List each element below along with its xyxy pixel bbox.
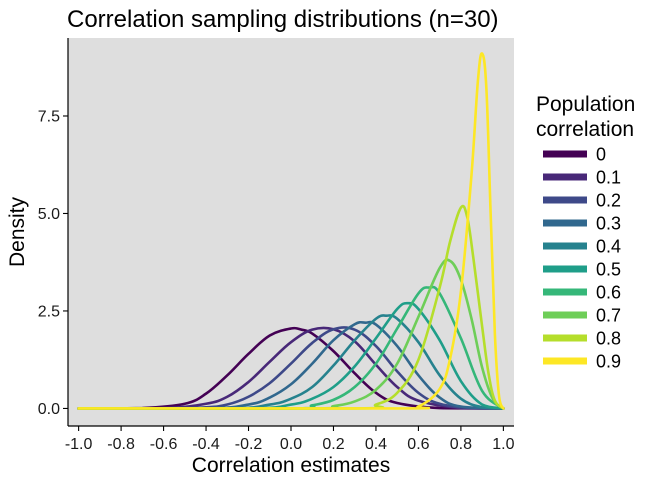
series-line-0-3: [77, 320, 505, 410]
x-tick-label: 0.2: [322, 436, 344, 453]
legend: Population correlation 00.10.20.30.40.50…: [536, 93, 635, 372]
x-tick-label: 0.8: [450, 436, 472, 453]
series-layer: [77, 52, 505, 410]
y-tick-label: 5.0: [38, 206, 60, 223]
legend-label-0-4: 0.4: [596, 237, 621, 257]
y-axis-title: Density: [6, 196, 29, 267]
series-line-0-4: [77, 314, 505, 410]
x-tick-label: 0.0: [280, 436, 302, 453]
series-line-0-9: [77, 52, 505, 410]
x-tick-label: 0.4: [365, 436, 387, 453]
legend-label-0-2: 0.2: [596, 191, 621, 211]
series-line-0-5: [77, 301, 505, 410]
plot-panel: [68, 38, 514, 426]
y-tick-label: 7.5: [38, 108, 60, 125]
legend-label-0-7: 0.7: [596, 306, 621, 326]
legend-label-0-3: 0.3: [596, 214, 621, 234]
legend-items: 0 0.1 0.2 0.3 0.4 0.5 0.6 0.7 0.8 0.9: [543, 145, 621, 372]
legend-label-0-8: 0.8: [596, 329, 621, 349]
y-tick-label: 2.5: [38, 303, 60, 320]
x-tick-label: -0.6: [150, 436, 178, 453]
legend-label-0-5: 0.5: [596, 260, 621, 280]
y-axis-ticks: 0.0 2.5 5.0 7.5: [38, 108, 68, 418]
chart-title: Correlation sampling distributions (n=30…: [67, 6, 499, 33]
x-tick-label: -0.2: [235, 436, 263, 453]
legend-label-0-1: 0.1: [596, 168, 621, 188]
legend-label-0: 0: [596, 145, 606, 165]
legend-title-line-2: correlation: [536, 118, 634, 141]
x-tick-label: 1.0: [492, 436, 514, 453]
x-axis-title: Correlation estimates: [192, 454, 390, 477]
legend-title-line-1: Population: [536, 93, 635, 116]
x-tick-label: 0.6: [407, 436, 429, 453]
legend-label-0-6: 0.6: [596, 283, 621, 303]
series-line-0-2: [77, 326, 505, 410]
x-tick-label: -0.8: [107, 436, 135, 453]
series-line-0-1: [77, 326, 505, 410]
x-tick-label: -1.0: [65, 436, 93, 453]
x-axis-ticks: -1.0 -0.8 -0.6 -0.4 -0.2 0.0 0.2 0.4 0.6 0.8 1.0: [65, 426, 515, 453]
series-line-0: [77, 326, 505, 410]
legend-label-0-9: 0.9: [596, 352, 621, 372]
y-tick-label: 0.0: [38, 401, 60, 418]
x-tick-label: -0.4: [192, 436, 220, 453]
